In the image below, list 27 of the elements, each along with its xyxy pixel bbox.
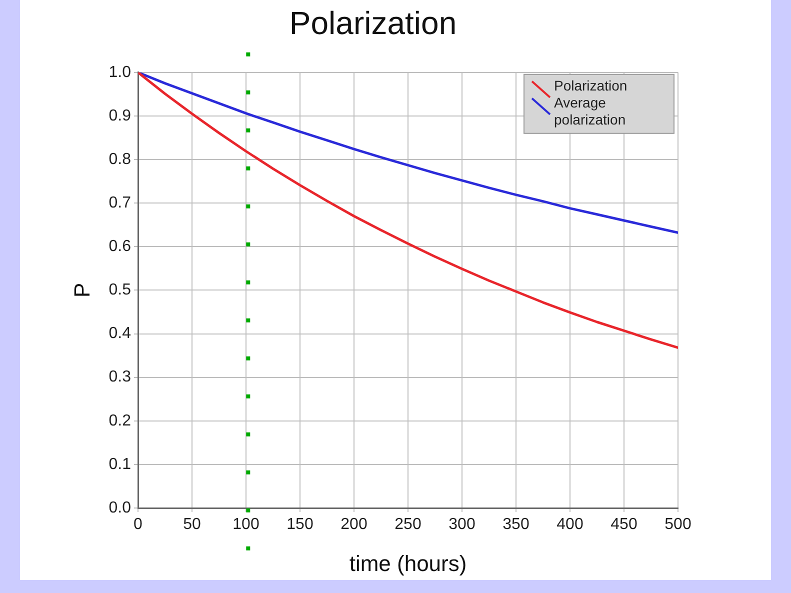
x-tick-label: 250	[394, 516, 422, 534]
x-tick-label: 0	[134, 516, 143, 534]
x-tick-label: 100	[232, 516, 260, 534]
x-axis-title: time (hours)	[349, 550, 467, 576]
x-tick-label: 450	[610, 516, 638, 534]
y-tick-label: 0.6	[108, 238, 132, 256]
x-tick-label: 200	[340, 516, 368, 534]
x-tick-label: 300	[448, 516, 476, 534]
y-tick-label: 0.1	[108, 456, 132, 473]
x-tick-label: 150	[286, 516, 314, 534]
legend-label: Polarization	[554, 77, 628, 94]
y-tick-label: 1.0	[108, 64, 132, 81]
x-tick-label: 400	[556, 516, 584, 534]
y-tick-label: 0.8	[108, 150, 132, 168]
y-tick-label: 0.9	[108, 107, 132, 124]
x-tick-label: 50	[183, 516, 201, 534]
y-tick-label: 0.7	[108, 194, 132, 212]
legend-label: Average polarization	[554, 94, 626, 128]
y-tick-label: 0.2	[108, 412, 132, 430]
chart-title: Polarization	[289, 5, 457, 42]
y-tick-label: 0.5	[108, 282, 132, 299]
y-tick-label: 0.0	[108, 499, 132, 516]
y-axis-title: P	[69, 282, 94, 298]
y-tick-label: 0.4	[108, 325, 132, 342]
y-tick-label: 0.3	[108, 368, 132, 386]
x-tick-label: 350	[502, 516, 530, 534]
x-tick-label: 500	[664, 516, 692, 534]
